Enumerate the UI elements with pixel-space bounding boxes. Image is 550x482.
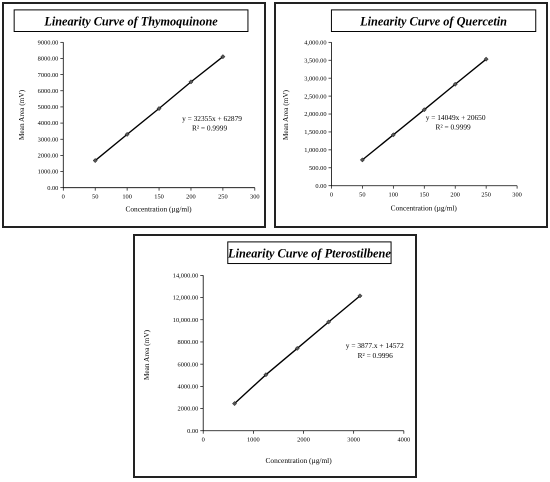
y-axis-label: Mean Area (mV) xyxy=(17,89,26,140)
y-tick-label: 7000.00 xyxy=(38,72,59,79)
data-point xyxy=(294,345,300,351)
chart-title-box xyxy=(330,9,537,32)
y-tick-label: 3,500.00 xyxy=(304,57,326,64)
y-tick-label: 2,000.00 xyxy=(304,111,326,118)
y-tick-label: 6000.00 xyxy=(178,361,199,368)
r-squared-label: R² = 0.9999 xyxy=(192,124,228,133)
y-tick-label: 1,000.00 xyxy=(304,147,326,154)
y-tick-label: 500.00 xyxy=(309,165,327,172)
x-tick-label: 300 xyxy=(250,193,260,200)
x-tick-label: 0 xyxy=(202,437,205,444)
y-tick-label: 8000.00 xyxy=(38,56,59,63)
thymoquinone-chart-panel: Linearity Curve of Thymoquinone 0.00 1000.… xyxy=(2,2,266,228)
y-tick-label: 2000.00 xyxy=(178,406,199,413)
x-tick-label: 4000 xyxy=(397,437,410,444)
y-tick-label: 0.00 xyxy=(47,185,58,192)
x-tick-label: 250 xyxy=(218,193,228,200)
x-tick-label: 50 xyxy=(92,193,98,200)
x-tick-label: 100 xyxy=(389,192,399,199)
data-point xyxy=(263,372,269,378)
y-tick-label: 3,000.00 xyxy=(304,75,326,82)
x-tick-label: 100 xyxy=(122,193,132,200)
data-point xyxy=(359,157,365,163)
regression-equation: y = 3877.x + 14572 xyxy=(346,341,404,350)
y-tick-label: 8000.00 xyxy=(178,339,199,346)
y-tick-label: 4000.00 xyxy=(178,384,199,391)
y-tick-label: 14,000.00 xyxy=(173,273,199,280)
y-tick-label: 1000.00 xyxy=(38,169,59,176)
data-point xyxy=(188,79,194,85)
data-point xyxy=(452,81,458,87)
data-point xyxy=(421,107,427,113)
chart-title: Linearity Curve of Thymoquinone xyxy=(43,15,218,29)
chart-title-box xyxy=(13,9,249,32)
regression-equation: y = 14049x + 20650 xyxy=(426,113,486,122)
y-tick-label: 4000.00 xyxy=(38,120,59,127)
x-tick-label: 200 xyxy=(186,193,196,200)
chart-title-box xyxy=(227,241,392,265)
y-tick-label: 1,500.00 xyxy=(304,129,326,136)
x-tick-label: 150 xyxy=(419,192,429,199)
quercetin-chart-panel: Linearity Curve of Quercetin 0.00 500.00 1,… xyxy=(274,2,548,228)
data-point xyxy=(483,56,489,62)
y-tick-label: 2000.00 xyxy=(38,153,59,160)
y-tick-label: 5000.00 xyxy=(38,104,59,111)
y-tick-label: 4,000.00 xyxy=(304,39,326,46)
data-point xyxy=(124,131,130,137)
pterostilbene-chart-svg: Linearity Curve of Pterostilbene 0.00 2000… xyxy=(142,241,410,465)
r-squared-label: R² = 0.9999 xyxy=(436,123,472,132)
x-tick-label: 150 xyxy=(154,193,164,200)
data-point xyxy=(92,158,98,163)
quercetin-chart-svg: Linearity Curve of Quercetin 0.00 500.00 1,… xyxy=(281,9,537,212)
thymoquinone-chart-svg: Linearity Curve of Thymoquinone 0.00 1000.… xyxy=(13,9,260,213)
regression-equation: y = 32355x + 62879 xyxy=(182,114,242,123)
y-tick-label: 0.00 xyxy=(187,428,198,435)
data-point xyxy=(357,293,363,299)
x-tick-label: 0 xyxy=(330,192,333,199)
chart-title: Linearity Curve of Pterostilbene xyxy=(227,247,391,261)
x-tick-label: 50 xyxy=(359,192,365,199)
data-point xyxy=(232,401,237,406)
data-point xyxy=(220,54,226,60)
y-tick-label: 2,500.00 xyxy=(304,93,326,100)
pterostilbene-chart-panel: Linearity Curve of Pterostilbene 0.00 2000… xyxy=(133,234,417,478)
y-tick-label: 10,000.00 xyxy=(173,317,199,324)
r-squared-label: R² = 0.9996 xyxy=(358,351,394,360)
chart-title: Linearity Curve of Quercetin xyxy=(359,15,507,29)
x-axis-label: Concentration (µg/ml) xyxy=(266,456,333,465)
x-tick-label: 1000 xyxy=(247,437,260,444)
x-tick-label: 3000 xyxy=(347,437,360,444)
data-point xyxy=(156,106,162,111)
x-tick-label: 300 xyxy=(512,192,522,199)
x-tick-label: 250 xyxy=(481,192,491,199)
y-axis-label: Mean Area (mV) xyxy=(281,89,290,140)
x-tick-label: 0 xyxy=(62,193,65,200)
y-tick-label: 9000.00 xyxy=(38,39,59,46)
x-tick-label: 2000 xyxy=(297,437,310,444)
y-axis-label: Mean Area (mV) xyxy=(142,329,151,380)
data-point xyxy=(326,319,332,325)
x-axis-label: Concentration (µg/ml) xyxy=(125,204,192,213)
y-tick-label: 6000.00 xyxy=(38,88,59,95)
x-tick-label: 200 xyxy=(450,192,460,199)
y-tick-label: 3000.00 xyxy=(38,136,59,143)
x-axis-label: Concentration (µg/ml) xyxy=(391,203,458,212)
y-tick-label: 12,000.00 xyxy=(173,295,199,302)
data-point xyxy=(390,132,396,138)
y-tick-label: 0.00 xyxy=(315,183,326,190)
